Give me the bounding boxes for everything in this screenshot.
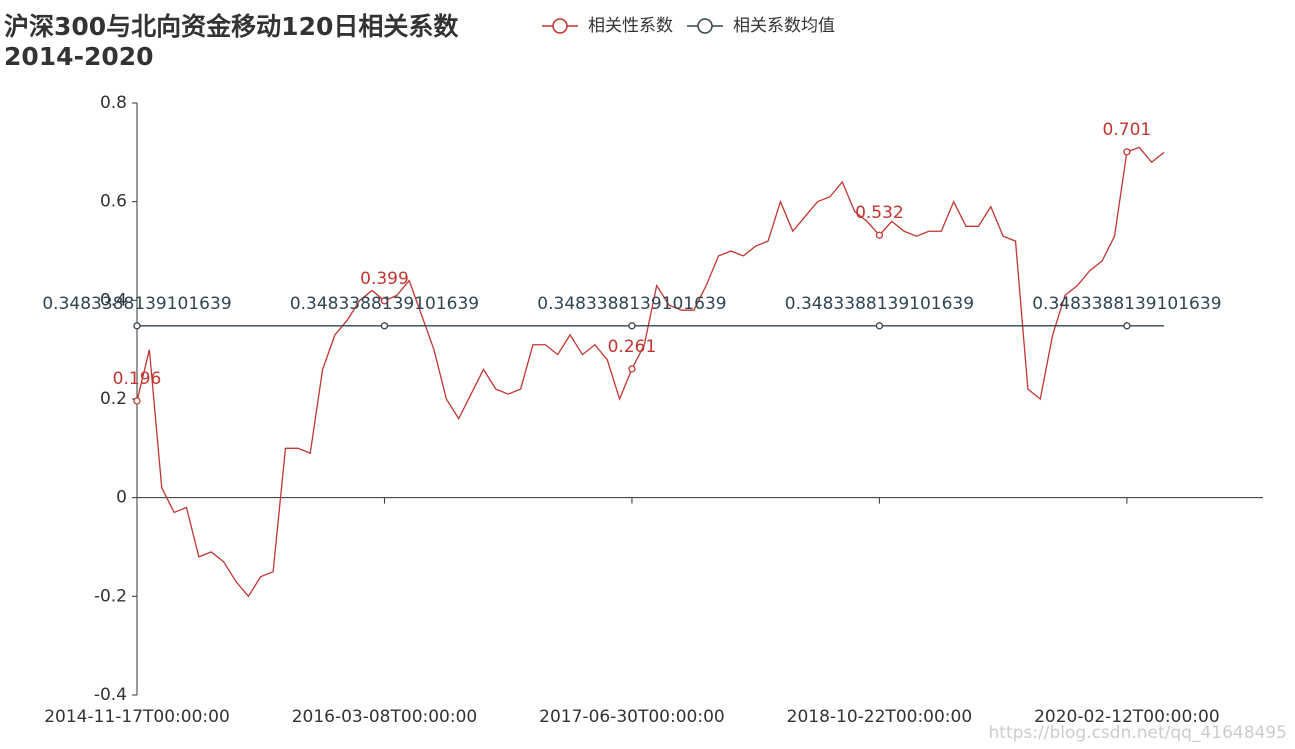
watermark: https://blog.csdn.net/qq_41648495: [989, 723, 1287, 743]
series-line: [136, 146, 1165, 598]
data-label: 0.3483388139101639: [785, 294, 974, 314]
legend-icon: [552, 18, 568, 34]
legend-item[interactable]: 相关性系数: [542, 16, 673, 36]
legend-icon: [697, 18, 713, 34]
y-tick-label: -0.2: [94, 586, 127, 606]
point: [628, 365, 636, 373]
chart-title: 沪深300与北向资金移动120日相关系数 2014-2020: [4, 12, 459, 71]
x-tick-label: 2016-03-08T00:00:00: [292, 707, 478, 727]
data-label: 0.261: [608, 337, 657, 357]
y-tick-label: -0.4: [94, 685, 127, 705]
data-label: 0.3483388139101639: [1032, 294, 1221, 314]
x-tick-label: 2018-10-22T00:00:00: [787, 707, 973, 727]
point: [628, 322, 636, 330]
y-tick-label: 0.4: [100, 290, 127, 310]
legend-label: 相关系数均值: [733, 16, 835, 36]
point: [875, 322, 884, 330]
point: [1123, 148, 1131, 156]
point: [133, 322, 141, 330]
y-tick-label: 0.8: [100, 93, 127, 113]
y-tick-label: 0: [116, 488, 127, 508]
data-label: 0.532: [855, 203, 904, 223]
data-label: 0.399: [360, 269, 409, 289]
data-label: 0.3483388139101639: [290, 294, 479, 314]
y-tick-label: 0.6: [100, 192, 127, 212]
y-tick-label: 0.2: [100, 389, 127, 409]
point: [380, 322, 389, 330]
point: [133, 397, 141, 405]
point: [875, 231, 884, 239]
data-label: 0.196: [113, 369, 162, 389]
legend-item[interactable]: 相关系数均值: [687, 16, 835, 36]
point: [380, 297, 389, 305]
x-tick-label: 2020-02-12T00:00:00: [1034, 707, 1220, 727]
data-label: 0.3483388139101639: [42, 294, 231, 314]
legend-label: 相关性系数: [588, 16, 673, 36]
data-label: 0.701: [1103, 120, 1152, 140]
x-tick-label: 2017-06-30T00:00:00: [539, 707, 725, 727]
data-label: 0.3483388139101639: [537, 294, 726, 314]
point: [1123, 322, 1131, 330]
x-tick-label: 2014-11-17T00:00:00: [44, 707, 230, 727]
